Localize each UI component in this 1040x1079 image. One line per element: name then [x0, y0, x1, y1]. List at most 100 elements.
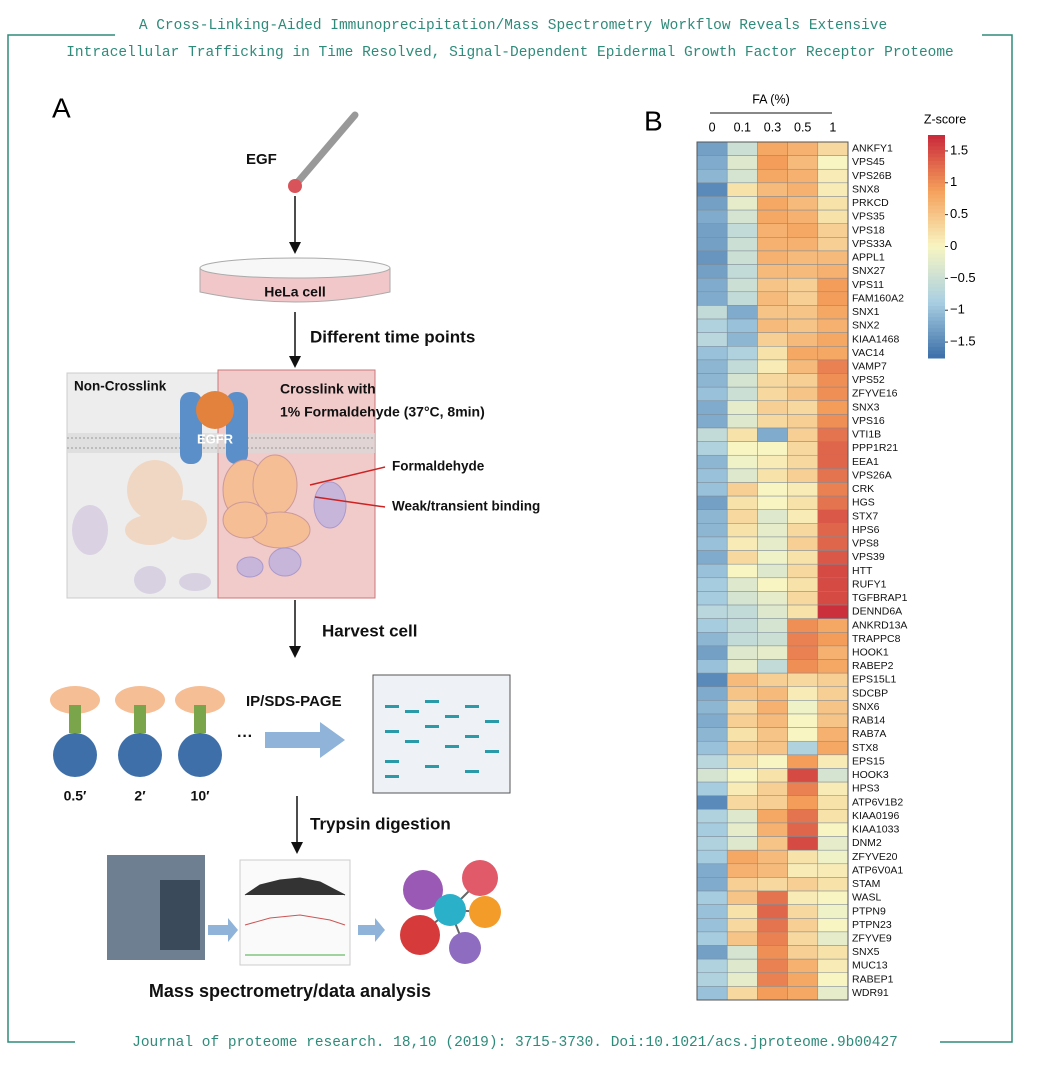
pointer — [314, 496, 386, 508]
heatmap-cell — [787, 550, 819, 565]
colorbar-segment — [928, 135, 945, 140]
heatmap-cell — [726, 945, 758, 960]
heatmap-cell — [726, 155, 758, 170]
heatmap-cell — [696, 427, 728, 442]
pointer — [309, 466, 386, 486]
colorbar-segment — [928, 343, 945, 348]
heatmap-cell — [696, 305, 728, 320]
heatmap-cell — [787, 223, 819, 238]
heatmap-cell — [817, 795, 849, 810]
heatmap-cell — [757, 182, 788, 197]
panel-a: A EGF HeLa cell Different time points No… — [50, 92, 540, 1001]
heatmap-cell — [787, 414, 819, 429]
heatmap-cell — [817, 523, 849, 538]
colorbar-tick-label: −0.5 — [950, 270, 976, 285]
heatmap-cell — [696, 277, 728, 293]
heatmap-cell — [696, 781, 728, 796]
panel-label: B — [644, 105, 663, 136]
heatmap-cell — [726, 373, 758, 388]
heatmap-cell — [787, 250, 819, 265]
row-label: KIAA0196 — [852, 810, 899, 822]
heatmap-cell — [787, 727, 819, 742]
heatmap-cell — [787, 931, 819, 946]
row-label: WDR91 — [852, 987, 889, 999]
row-label: EPS15 — [852, 755, 885, 767]
colorbar-segment — [928, 224, 945, 229]
heatmap-cell — [757, 740, 788, 756]
colorbar-segment — [928, 313, 945, 318]
colorbar-segment — [928, 146, 945, 151]
heatmap-cell — [817, 264, 849, 279]
heatmap-cell — [757, 768, 788, 783]
colorbar-tick-label: 0.5 — [950, 206, 968, 221]
heatmap-cell — [757, 454, 788, 470]
heatmap-cell — [817, 972, 849, 987]
heatmap-cell — [817, 346, 849, 361]
heatmap-cell — [726, 346, 758, 361]
colorbar-segment — [928, 138, 945, 143]
heatmap-cell — [726, 754, 758, 769]
heatmap-cell — [726, 659, 758, 674]
heatmap-cell — [726, 931, 758, 946]
egf-label: EGF — [246, 151, 277, 168]
colorbar-segment — [928, 317, 945, 322]
colorbar-segment — [928, 179, 945, 184]
heatmap-cell — [696, 196, 728, 211]
heatmap-cell — [757, 645, 788, 660]
spectrum — [244, 877, 346, 896]
heatmap-cell — [696, 877, 728, 892]
egfr-label: EGFR — [197, 431, 234, 446]
heatmap-cell — [817, 509, 849, 524]
heatmap-cell — [726, 468, 758, 483]
heatmap-cell — [726, 168, 758, 184]
row-label: RAB14 — [852, 715, 885, 727]
row-label: VPS35 — [852, 211, 885, 223]
heatmap-cell — [696, 972, 728, 987]
heatmap-cell — [696, 332, 728, 347]
heatmap-cell — [787, 781, 819, 796]
colorbar-segment — [928, 172, 945, 177]
heatmap-cell — [787, 536, 819, 551]
colorbar-segment — [928, 183, 945, 188]
heatmap-cell — [817, 318, 849, 333]
heatmap-cell — [787, 427, 819, 442]
heatmap-cell — [817, 441, 849, 456]
heatmap-cell — [726, 877, 758, 892]
heatmap-cell — [757, 196, 788, 211]
heatmap-cell — [726, 904, 758, 919]
heatmap-cell — [726, 509, 758, 524]
row-label: VPS16 — [852, 415, 885, 427]
heatmap-cell — [817, 727, 849, 742]
heatmap-cell — [696, 264, 728, 279]
heatmap-cell — [757, 427, 788, 442]
heatmap-cell — [787, 890, 819, 905]
colorbar-segment — [928, 320, 945, 326]
heatmap-cell — [726, 849, 758, 865]
heatmap-cell — [817, 536, 849, 551]
colorbar-segment — [928, 309, 945, 314]
heatmap-cell — [726, 577, 758, 592]
egf — [196, 391, 234, 429]
heatmap-cell — [757, 986, 788, 1001]
heatmap-cell — [817, 836, 849, 851]
heatmap-cell — [726, 196, 758, 211]
heatmap-cell — [787, 318, 819, 333]
heatmap-cell — [696, 918, 728, 933]
heatmap-cell — [757, 686, 788, 701]
heatmap-cell — [757, 632, 788, 647]
heatmap-cell — [757, 291, 788, 306]
heatmap-cell — [787, 768, 819, 783]
heatmap-cell — [787, 482, 819, 497]
heatmap-cell — [757, 209, 788, 224]
heatmap-cell — [726, 332, 758, 347]
heatmap-cell — [726, 482, 758, 497]
time-label: 2′ — [134, 788, 146, 804]
non-crosslink-label: Non-Crosslink — [74, 379, 167, 394]
heatmap-cell — [757, 577, 788, 592]
heatmap-cell — [757, 237, 788, 252]
heatmap-cell — [696, 931, 728, 946]
row-label: VAMP7 — [852, 360, 887, 372]
heatmap-cell — [757, 659, 788, 674]
heatmap-cell — [787, 863, 819, 878]
colorbar-tick-label: −1.5 — [950, 334, 976, 349]
